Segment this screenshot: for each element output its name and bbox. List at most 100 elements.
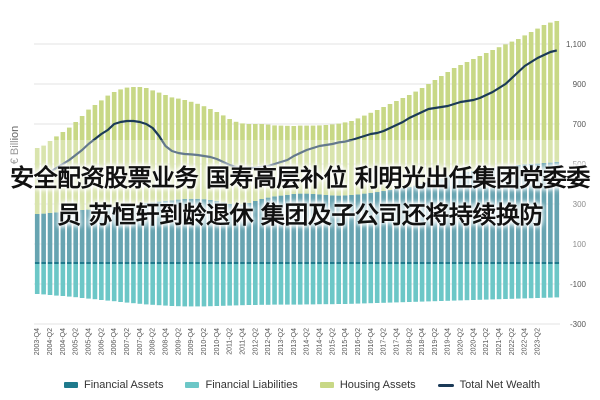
x-tick-label: 2018-Q2: [406, 328, 413, 355]
bar-housing-assets: [176, 98, 181, 200]
x-tick-label: 2019-Q2: [432, 328, 439, 355]
x-tick-label: 2018-Q4: [419, 328, 426, 355]
bar-financial-liabilities: [368, 264, 374, 304]
bar-financial-assets: [490, 168, 495, 264]
x-tick-label: 2011-Q4: [240, 328, 247, 355]
x-tick-label: 2009-Q2: [175, 328, 182, 355]
bar-financial-liabilities: [477, 264, 483, 300]
bar-financial-assets: [124, 205, 130, 264]
x-tick-label: 2016-Q2: [355, 328, 362, 355]
bar-financial-assets: [355, 194, 361, 264]
bar-financial-liabilities: [509, 264, 515, 299]
bar-financial-liabilities: [214, 264, 220, 306]
bar-housing-assets: [195, 103, 200, 199]
bar-housing-assets: [201, 106, 207, 200]
bar-financial-assets: [342, 195, 348, 264]
bar-housing-assets: [490, 50, 495, 168]
x-tick-label: 2013-Q4: [291, 328, 298, 355]
bar-series-group: [34, 21, 560, 307]
bar-financial-liabilities: [240, 264, 245, 306]
bar-financial-liabilities: [201, 264, 207, 307]
bar-financial-liabilities: [329, 264, 335, 305]
bar-housing-assets: [41, 145, 46, 214]
bar-financial-liabilities: [355, 264, 361, 304]
y-tick-label: 500: [573, 160, 587, 169]
bar-financial-liabilities: [163, 264, 168, 306]
bar-financial-liabilities: [490, 264, 495, 300]
x-tick-label: 2008-Q2: [150, 328, 157, 355]
x-tick-label: 2017-Q2: [381, 328, 388, 355]
bar-housing-assets: [265, 124, 271, 198]
bar-financial-assets: [54, 212, 59, 264]
legend-label-financial-assets: Financial Assets: [84, 379, 164, 391]
bar-financial-liabilities: [54, 264, 59, 296]
x-tick-label: 2021-Q2: [483, 328, 490, 355]
bar-financial-assets: [406, 187, 412, 264]
bar-housing-assets: [156, 92, 162, 202]
bar-financial-liabilities: [458, 264, 463, 301]
y-axis-label: € Billion: [9, 126, 21, 165]
bar-housing-assets: [503, 44, 508, 167]
bar-housing-assets: [252, 124, 258, 201]
x-tick-label: 2005-Q4: [86, 328, 93, 355]
bar-financial-assets: [458, 173, 463, 264]
bar-financial-assets: [310, 194, 316, 264]
bar-financial-assets: [285, 194, 290, 264]
bar-housing-assets: [451, 68, 457, 174]
y-tick-label: -100: [570, 280, 587, 289]
bar-financial-liabilities: [92, 264, 98, 300]
bar-housing-assets: [278, 125, 284, 196]
bar-financial-assets: [381, 191, 386, 264]
legend-item-total-net-wealth: Total Net Wealth: [437, 379, 540, 391]
bar-housing-assets: [111, 92, 117, 207]
x-tick-label: 2019-Q4: [445, 328, 452, 355]
bar-financial-assets: [272, 196, 277, 264]
legend-item-financial-liabilities: Financial Liabilities: [185, 379, 298, 391]
bar-financial-assets: [368, 192, 374, 264]
bar-financial-assets: [548, 162, 553, 264]
bar-financial-assets: [259, 199, 265, 264]
bar-housing-assets: [143, 88, 149, 203]
bar-financial-liabilities: [317, 264, 322, 305]
bar-housing-assets: [329, 124, 335, 196]
bar-financial-assets: [156, 201, 162, 264]
bar-housing-assets: [105, 95, 111, 208]
y-tick-label: 700: [573, 120, 587, 129]
bar-housing-assets: [342, 122, 348, 196]
bar-financial-assets: [471, 171, 476, 264]
bar-financial-liabilities: [297, 264, 303, 305]
bar-housing-assets: [362, 115, 367, 194]
bar-financial-assets: [265, 197, 271, 264]
bar-financial-liabilities: [105, 264, 111, 301]
bar-financial-liabilities: [150, 264, 155, 305]
bar-financial-liabilities: [34, 264, 40, 294]
bar-financial-assets: [419, 184, 425, 264]
x-tick-label: 2022-Q2: [509, 328, 516, 355]
bar-financial-assets: [86, 209, 91, 264]
bar-financial-assets: [252, 201, 258, 264]
bar-financial-assets: [227, 204, 232, 264]
bar-financial-liabilities: [259, 264, 265, 305]
bar-financial-liabilities: [387, 264, 393, 303]
bar-financial-liabilities: [535, 264, 540, 298]
bar-financial-assets: [163, 201, 168, 264]
bar-housing-assets: [188, 101, 194, 199]
chart-area: 1,100 900 700 500 300 100 -100 -300 2003-Q4 2004…: [9, 21, 587, 355]
bar-housing-assets: [419, 88, 425, 184]
bar-housing-assets: [92, 105, 98, 209]
bar-housing-assets: [272, 125, 277, 197]
bar-housing-assets: [535, 28, 540, 164]
x-tick-label: 2012-Q2: [252, 328, 259, 355]
bar-housing-assets: [304, 125, 309, 194]
bar-housing-assets: [528, 32, 534, 164]
bar-financial-liabilities: [323, 264, 329, 305]
bar-housing-assets: [131, 87, 136, 205]
bar-housing-assets: [355, 118, 361, 195]
bar-financial-liabilities: [220, 264, 226, 306]
bar-financial-assets: [188, 198, 194, 264]
bar-financial-assets: [246, 203, 252, 264]
y-tick-label: -300: [570, 320, 587, 329]
bar-financial-assets: [291, 194, 297, 264]
x-tick-label: 2011-Q2: [227, 328, 234, 355]
bar-financial-liabilities: [79, 264, 85, 298]
